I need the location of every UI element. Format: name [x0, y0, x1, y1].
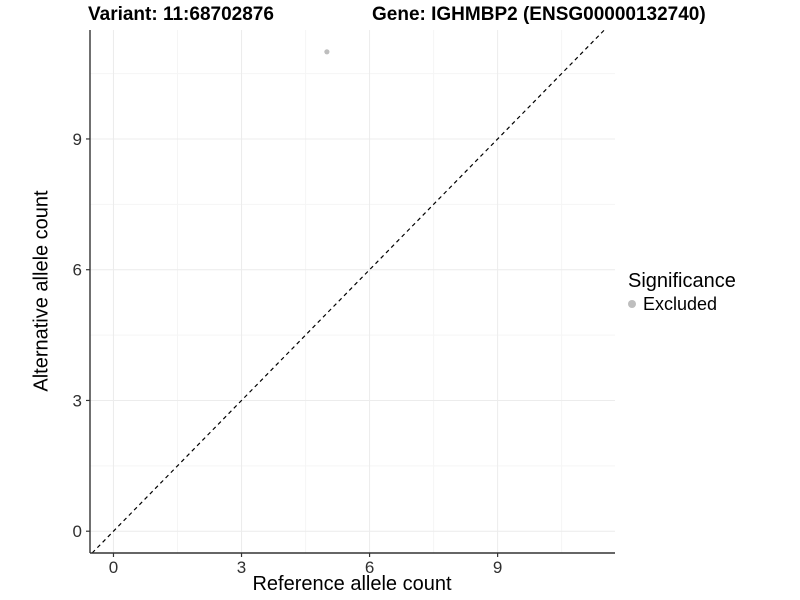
legend-title: Significance [628, 270, 736, 292]
x-tick-label: 3 [237, 558, 246, 577]
x-tick-label: 0 [109, 558, 118, 577]
y-tick-label: 6 [73, 261, 82, 280]
data-point [324, 49, 330, 55]
legend-entry-excluded: Excluded [628, 293, 736, 315]
y-tick-label: 3 [73, 391, 82, 410]
legend-entry-label: Excluded [643, 294, 718, 314]
plot-title-gene: Gene: IGHMBP2 (ENSG00000132740) [372, 4, 706, 25]
y-tick-label: 0 [73, 522, 82, 541]
identity-dashed-line [91, 29, 605, 554]
plot-title-variant: Variant: 11:68702876 [88, 4, 274, 25]
x-axis-title: Reference allele count [252, 573, 452, 595]
x-tick-label: 9 [493, 558, 502, 577]
excluded-point-swatch-icon [628, 300, 636, 308]
y-axis-title: Alternative allele count [30, 190, 53, 392]
x-tick-label: 6 [365, 558, 374, 577]
y-tick-label: 9 [73, 130, 82, 149]
legend: Significance Excluded [628, 270, 736, 315]
